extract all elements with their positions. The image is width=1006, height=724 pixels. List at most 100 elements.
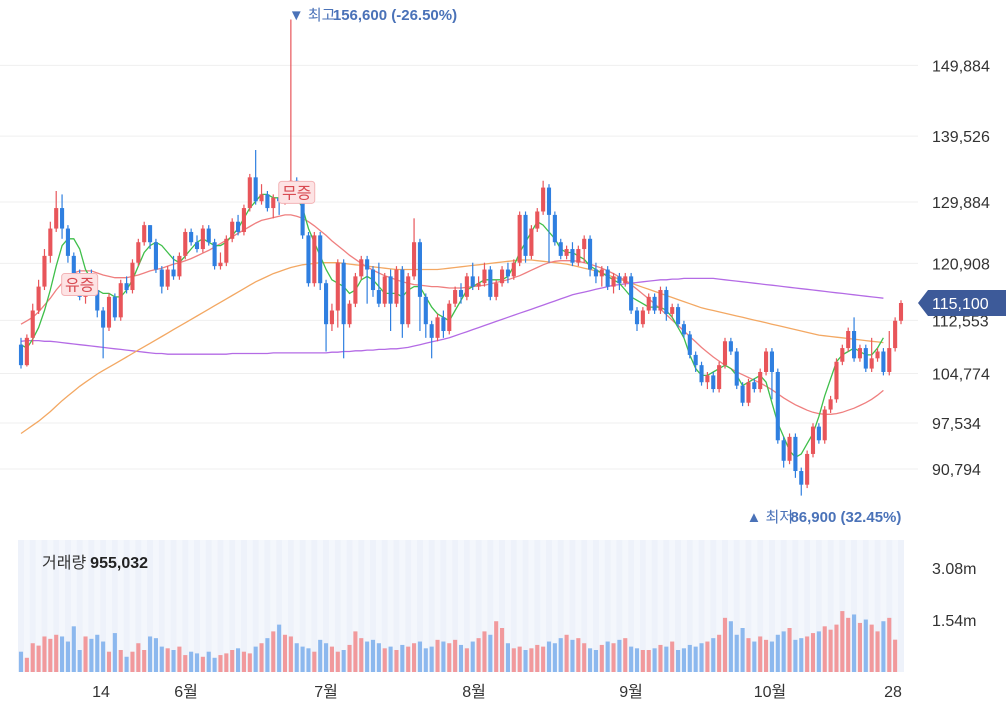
candle-body[interactable] [306, 235, 311, 284]
candle[interactable] [423, 293, 428, 338]
volume-bar[interactable] [165, 648, 170, 672]
volume-bar[interactable] [482, 631, 487, 672]
candle-body[interactable] [828, 399, 833, 410]
candle-body[interactable] [106, 296, 112, 328]
candle-body[interactable] [253, 177, 258, 202]
candle[interactable] [247, 173, 252, 212]
volume-bar[interactable] [781, 631, 786, 672]
candle[interactable] [676, 303, 681, 328]
volume-bar[interactable] [148, 636, 153, 672]
volume-bar[interactable] [658, 644, 663, 672]
candle-body[interactable] [769, 351, 774, 372]
volume-bar[interactable] [294, 643, 299, 672]
candle-body[interactable] [482, 269, 487, 284]
candle[interactable] [711, 371, 716, 393]
candle-body[interactable] [857, 348, 862, 359]
volume-bar[interactable] [769, 641, 774, 672]
candle[interactable] [417, 238, 422, 332]
volume-bar[interactable] [259, 643, 264, 672]
candle-body[interactable] [652, 296, 657, 311]
candle[interactable] [705, 371, 710, 390]
candle[interactable] [60, 194, 65, 239]
volume-bar[interactable] [406, 646, 411, 672]
candle-body[interactable] [875, 351, 880, 359]
candle-body[interactable] [370, 269, 376, 291]
candle[interactable] [347, 300, 352, 328]
volume-bar[interactable] [247, 653, 252, 672]
candle[interactable] [406, 272, 411, 328]
candle[interactable] [529, 225, 534, 260]
candle-body[interactable] [36, 286, 41, 311]
volume-bar[interactable] [629, 646, 634, 672]
candle[interactable] [834, 358, 839, 403]
candle[interactable] [582, 235, 587, 263]
candle[interactable] [312, 231, 317, 287]
volume-bar[interactable] [799, 638, 804, 672]
volume-bar[interactable] [370, 639, 376, 672]
candle-body[interactable] [511, 262, 516, 277]
candle[interactable] [18, 337, 24, 369]
volume-bar[interactable] [359, 638, 364, 672]
candle[interactable] [101, 307, 106, 359]
candle-body[interactable] [200, 228, 205, 250]
candle[interactable] [359, 255, 364, 280]
candle[interactable] [857, 344, 862, 362]
volume-bar[interactable] [869, 624, 874, 672]
candle[interactable] [153, 238, 158, 273]
candle[interactable] [828, 395, 833, 413]
candle-body[interactable] [564, 249, 569, 256]
volume-bar[interactable] [617, 639, 622, 672]
candle-body[interactable] [799, 471, 804, 485]
candle[interactable] [846, 327, 851, 352]
volume-bar[interactable] [564, 634, 569, 672]
volume-bar[interactable] [48, 638, 53, 672]
candle[interactable] [652, 293, 657, 314]
candle-body[interactable] [852, 331, 857, 359]
event-marker[interactable]: 유증 [61, 273, 99, 297]
candle-body[interactable] [611, 276, 616, 287]
candle-body[interactable] [623, 276, 628, 284]
candle-body[interactable] [18, 344, 24, 366]
volume-bar[interactable] [517, 646, 522, 672]
candle[interactable] [470, 262, 475, 291]
volume-bar[interactable] [500, 628, 505, 672]
candle[interactable] [265, 190, 270, 212]
candle-body[interactable] [863, 348, 868, 369]
candle-body[interactable] [388, 276, 393, 304]
volume-bar[interactable] [388, 646, 393, 672]
volume-bar[interactable] [640, 650, 645, 672]
candle-body[interactable] [300, 194, 305, 236]
candle-body[interactable] [30, 310, 35, 338]
candle-body[interactable] [552, 214, 557, 243]
volume-bar[interactable] [224, 653, 229, 672]
candle[interactable] [183, 228, 188, 260]
candle-body[interactable] [576, 249, 581, 263]
candle[interactable] [441, 310, 446, 338]
candle[interactable] [740, 382, 745, 407]
volume-bar[interactable] [558, 638, 563, 672]
volume-bar[interactable] [189, 651, 194, 672]
candle-body[interactable] [458, 290, 464, 297]
candle-body[interactable] [822, 409, 827, 441]
volume-bar[interactable] [30, 643, 35, 672]
volume-bar[interactable] [787, 628, 792, 672]
volume-bar[interactable] [458, 644, 464, 672]
volume-bar[interactable] [447, 643, 452, 672]
candle-body[interactable] [376, 290, 381, 304]
candle[interactable] [805, 450, 810, 489]
volume-bar[interactable] [230, 650, 235, 672]
candle-body[interactable] [634, 310, 640, 325]
candle-body[interactable] [236, 221, 241, 232]
candle-body[interactable] [406, 276, 411, 325]
volume-bar[interactable] [423, 648, 428, 672]
volume-bar[interactable] [236, 648, 241, 672]
candle[interactable] [752, 378, 757, 393]
candle-body[interactable] [353, 276, 358, 304]
candle[interactable] [634, 307, 640, 332]
volume-bar[interactable] [282, 634, 288, 672]
candle-body[interactable] [148, 225, 153, 243]
candle-body[interactable] [48, 228, 53, 256]
candle[interactable] [840, 344, 845, 366]
candle[interactable] [875, 348, 880, 362]
